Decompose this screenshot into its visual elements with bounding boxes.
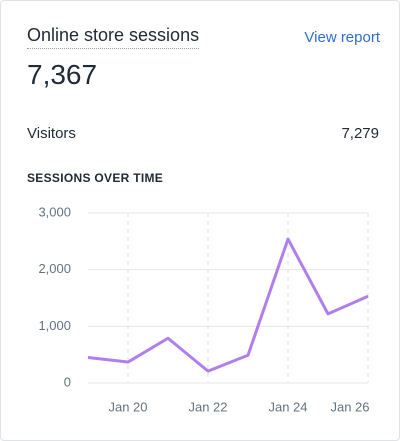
- x-tick-label: Jan 26: [330, 399, 369, 414]
- visitors-value: 7,279: [341, 125, 379, 142]
- card-title: Online store sessions: [27, 25, 200, 49]
- y-tick-label: 0: [64, 374, 71, 389]
- total-sessions: 7,367: [27, 59, 98, 90]
- x-tick-label: Jan 22: [188, 399, 227, 414]
- x-tick-label: Jan 20: [108, 399, 147, 414]
- visitors-label: Visitors: [27, 125, 76, 142]
- chart-title: SESSIONS OVER TIME: [27, 171, 164, 185]
- y-tick-label: 1,000: [38, 318, 71, 333]
- sessions-line: [87, 237, 369, 373]
- view-report-link[interactable]: View report: [304, 29, 380, 46]
- x-tick-label: Jan 24: [268, 399, 307, 414]
- y-tick-label: 2,000: [38, 261, 71, 276]
- y-tick-label: 3,000: [38, 204, 71, 219]
